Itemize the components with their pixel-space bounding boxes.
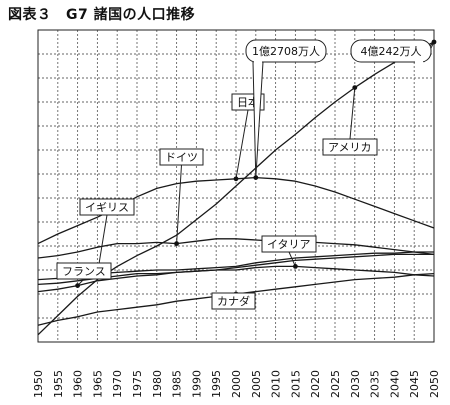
chart-title: 図表３ G7 諸国の人口推移 xyxy=(8,7,196,23)
callout-text: 4億242万人 xyxy=(361,45,422,58)
x-tick-label: 1970 xyxy=(111,370,124,398)
series-label-box xyxy=(56,262,112,280)
x-tick-label: 1975 xyxy=(131,370,144,398)
x-tick-label: 2050 xyxy=(428,370,441,398)
x-tick-label: 1980 xyxy=(151,370,164,398)
series-marker-dot xyxy=(293,264,298,269)
x-tick-label: 1960 xyxy=(72,370,85,398)
series-marker-dot xyxy=(174,241,180,247)
series-line xyxy=(37,253,434,293)
series-label-box xyxy=(211,292,256,310)
x-tick-label: 1995 xyxy=(210,370,223,398)
series-label-box xyxy=(79,198,135,216)
x-tick-label: 2000 xyxy=(230,370,243,398)
x-tick-label: 1950 xyxy=(32,370,45,398)
series-label: イタリア xyxy=(267,238,311,251)
x-tick-label: 2020 xyxy=(309,370,322,398)
x-tick-label: 2045 xyxy=(408,370,421,398)
x-tick-label: 2005 xyxy=(250,370,263,398)
series-line xyxy=(37,238,435,259)
series-label: イギリス xyxy=(85,201,129,214)
x-tick-label: 1965 xyxy=(91,370,104,398)
callout-text: 1億2708万人 xyxy=(252,45,320,58)
x-tick-label: 1985 xyxy=(171,370,184,398)
callout-marker-dot xyxy=(253,175,259,181)
x-tick-label: 2035 xyxy=(369,370,382,398)
callout-bubble xyxy=(350,39,432,63)
series-label-box xyxy=(322,138,378,156)
series-marker-dot xyxy=(75,283,80,288)
series-label-leader xyxy=(349,87,356,140)
series-label-box xyxy=(159,148,204,166)
x-tick-label: 2040 xyxy=(388,370,401,398)
series-label: フランス xyxy=(62,265,106,278)
x-tick-label: 2015 xyxy=(289,370,302,398)
series-label-leader xyxy=(176,164,182,244)
series-label-box xyxy=(261,235,317,253)
series-label: アメリカ xyxy=(328,141,371,154)
x-tick-label: 1955 xyxy=(52,370,65,398)
callout-bubble xyxy=(245,39,327,63)
series-label-leader xyxy=(288,251,296,267)
x-tick-label: 2030 xyxy=(349,370,362,398)
series-label-leader xyxy=(235,109,249,179)
series-marker-dot xyxy=(233,176,239,182)
series-label: ドイツ xyxy=(165,151,198,164)
x-tick-label: 1990 xyxy=(190,370,203,398)
callout-marker-dot xyxy=(431,39,437,45)
x-tick-label: 2010 xyxy=(270,370,283,398)
x-tick-label: 2025 xyxy=(329,370,342,398)
plot-frame xyxy=(37,29,435,343)
series-label: カナダ xyxy=(217,294,250,308)
series-marker-dot xyxy=(352,85,358,90)
callout-pointer xyxy=(252,61,264,178)
